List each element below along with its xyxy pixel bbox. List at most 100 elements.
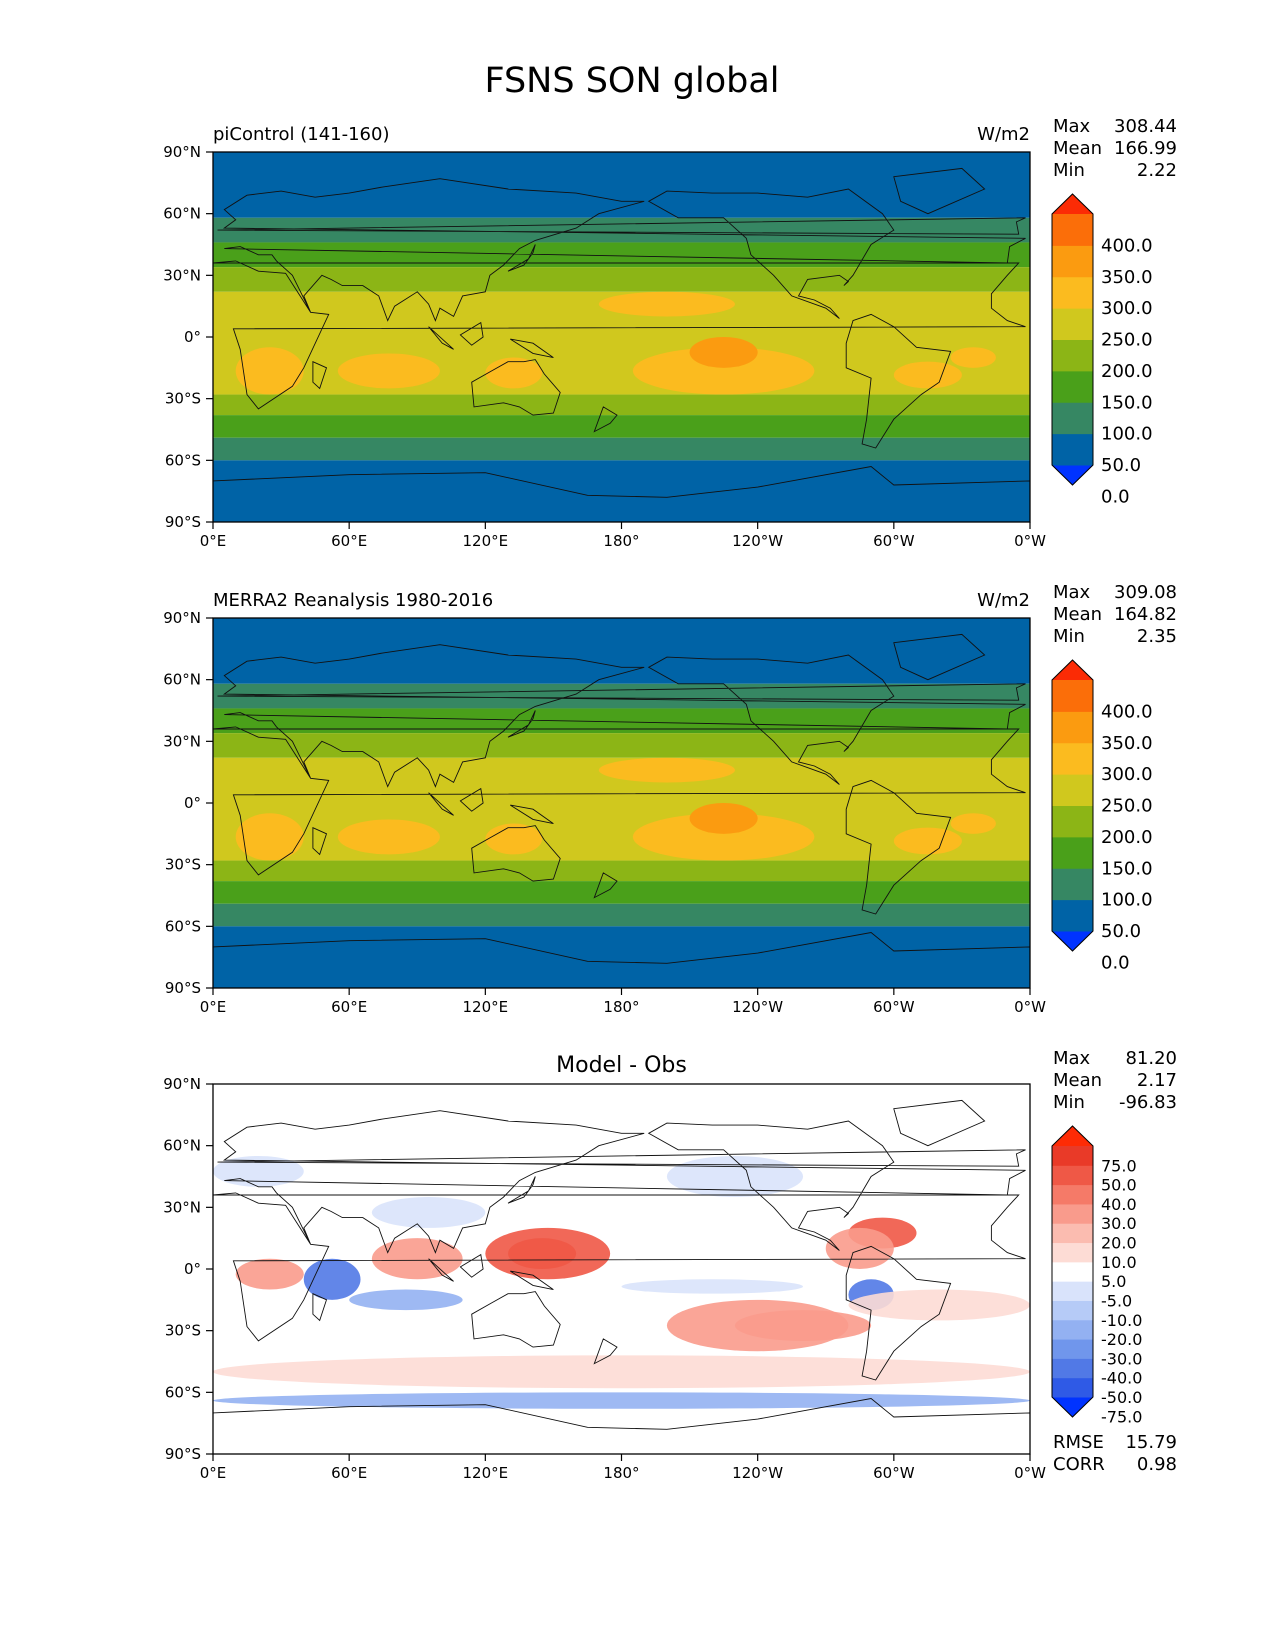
field-band — [213, 218, 1030, 243]
map-field — [213, 618, 1030, 988]
extra-stat-label: RMSE — [1053, 1432, 1104, 1453]
colorbar-label: -50.0 — [1101, 1388, 1142, 1407]
colorbar-segment — [1052, 711, 1093, 743]
colorbar-extend-max — [1052, 194, 1093, 214]
lat-tick-label: 60°S — [165, 917, 201, 935]
lon-tick-label: 60°W — [873, 1464, 915, 1482]
stat-value: -96.83 — [1119, 1092, 1177, 1113]
anomaly-patch — [304, 1259, 361, 1300]
colorbar-segment — [1052, 774, 1093, 806]
colorbar-segment — [1052, 1262, 1093, 1282]
lon-tick-label: 60°E — [331, 532, 367, 550]
colorbar-segment — [1052, 1185, 1093, 1205]
lat-tick-label: 90°N — [163, 609, 201, 627]
panel-units: W/m2 — [977, 590, 1030, 611]
colorbar-label: 0.0 — [1101, 486, 1130, 507]
stat-label: Max — [1053, 1048, 1091, 1069]
field-band — [213, 684, 1030, 709]
panel-title-left: MERRA2 Reanalysis 1980-2016 — [213, 590, 493, 611]
anomaly-patch — [213, 1355, 1030, 1388]
colorbar-extend-max — [1052, 1126, 1093, 1146]
field-patch — [951, 347, 996, 368]
colorbar-label: 250.0 — [1101, 330, 1153, 351]
field-patch — [485, 824, 542, 855]
field-band — [213, 904, 1030, 927]
colorbar-segment — [1052, 806, 1093, 838]
colorbar-segment — [1052, 245, 1093, 277]
colorbar-label: 0.0 — [1101, 952, 1130, 973]
colorbar-segment — [1052, 743, 1093, 775]
field-band — [213, 438, 1030, 461]
stat-label: Mean — [1053, 604, 1102, 625]
lon-tick-label: 0°W — [1014, 1464, 1046, 1482]
field-band — [213, 460, 1030, 522]
anomaly-patch — [508, 1238, 576, 1269]
lat-tick-label: 90°S — [165, 979, 201, 997]
lon-tick-label: 0°E — [200, 998, 227, 1016]
field-band — [213, 926, 1030, 988]
lon-tick-label: 60°W — [873, 998, 915, 1016]
panel-title-left: piControl (141-160) — [213, 124, 389, 145]
lon-tick-label: 120°W — [732, 532, 783, 550]
colorbar-label: 5.0 — [1101, 1272, 1126, 1291]
lon-tick-label: 120°W — [732, 1464, 783, 1482]
lat-tick-label: 90°N — [163, 143, 201, 161]
colorbar-label: -40.0 — [1101, 1369, 1142, 1388]
colorbar-segment — [1052, 868, 1093, 900]
colorbar-segment — [1052, 214, 1093, 246]
lat-tick-label: 90°S — [165, 1445, 201, 1463]
field-band — [213, 415, 1030, 438]
lat-tick-label: 60°N — [163, 1137, 201, 1155]
stat-value: 81.20 — [1125, 1048, 1177, 1069]
colorbar-label: -20.0 — [1101, 1330, 1142, 1349]
lat-tick-label: 30°N — [163, 1198, 201, 1216]
stat-value: 164.82 — [1114, 604, 1177, 625]
field-band — [213, 267, 1030, 292]
colorbar-segment — [1052, 371, 1093, 403]
lat-tick-label: 60°S — [165, 451, 201, 469]
lat-tick-label: 30°S — [165, 856, 201, 874]
colorbar-label: 100.0 — [1101, 424, 1153, 445]
lon-tick-label: 180° — [603, 1464, 639, 1482]
colorbar-segment — [1052, 402, 1093, 434]
stat-value: 2.35 — [1137, 626, 1177, 647]
figure-title: FSNS SON global — [484, 61, 779, 101]
extra-stat-value: 0.98 — [1137, 1454, 1177, 1475]
lon-tick-label: 180° — [603, 532, 639, 550]
colorbar-label: 400.0 — [1101, 235, 1153, 256]
lon-tick-label: 0°E — [200, 532, 227, 550]
colorbar-segment — [1052, 1320, 1093, 1340]
colorbar-extend-min — [1052, 1397, 1093, 1417]
colorbar-label: 350.0 — [1101, 733, 1153, 754]
lat-tick-label: 30°S — [165, 1322, 201, 1340]
colorbar-segment — [1052, 1300, 1093, 1320]
map-panel: 90°N60°N30°N0°30°S60°S90°S0°E60°E120°E18… — [163, 1048, 1177, 1482]
colorbar-segment — [1052, 1146, 1093, 1166]
field-patch — [690, 337, 758, 368]
stat-label: Min — [1053, 1092, 1085, 1113]
lat-tick-label: 90°S — [165, 513, 201, 531]
map-panel: 90°N60°N30°N0°30°S60°S90°S0°E60°E120°E18… — [163, 116, 1177, 550]
lat-tick-label: 30°N — [163, 732, 201, 750]
anomaly-patch — [848, 1290, 1030, 1321]
colorbar-label: -75.0 — [1101, 1407, 1142, 1426]
field-patch — [338, 819, 440, 854]
colorbar-extend-min — [1052, 931, 1093, 951]
lat-tick-label: 90°N — [163, 1075, 201, 1093]
lon-tick-label: 120°E — [463, 532, 509, 550]
colorbar-label: 10.0 — [1101, 1253, 1137, 1272]
colorbar-label: 300.0 — [1101, 764, 1153, 785]
colorbar-label: 150.0 — [1101, 392, 1153, 413]
lat-tick-label: 60°S — [165, 1383, 201, 1401]
colorbar: 400.0350.0300.0250.0200.0150.0100.050.00… — [1052, 194, 1153, 507]
extra-stat-label: CORR — [1053, 1454, 1105, 1475]
colorbar-label: -30.0 — [1101, 1349, 1142, 1368]
lon-tick-label: 0°E — [200, 1464, 227, 1482]
field-band — [213, 881, 1030, 904]
colorbar-label: 150.0 — [1101, 858, 1153, 879]
colorbar-segment — [1052, 1223, 1093, 1243]
field-patch — [690, 803, 758, 834]
colorbar-label: 200.0 — [1101, 361, 1153, 382]
colorbar-segment — [1052, 308, 1093, 340]
